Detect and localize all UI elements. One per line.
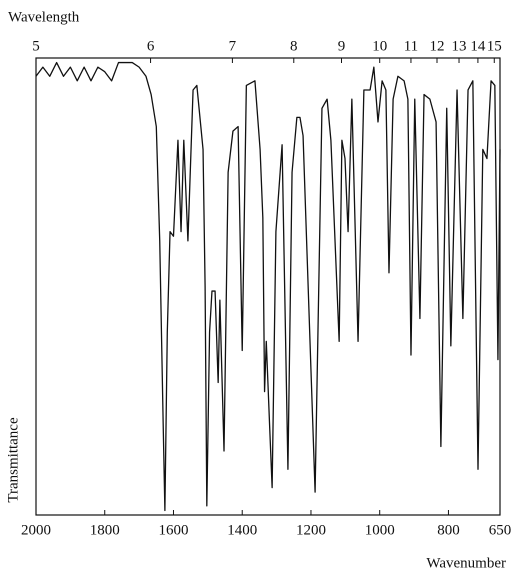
plot-frame xyxy=(35,57,501,516)
x-tick-label: 1400 xyxy=(227,522,257,538)
x-tick-label: 650 xyxy=(489,522,512,538)
x-tick-label: 2000 xyxy=(21,522,51,538)
x2-axis-label: Wavelength xyxy=(8,9,80,25)
x-tick-label: 800 xyxy=(437,522,460,538)
x2-tick-label: 5 xyxy=(32,38,40,54)
x2-tick-label: 9 xyxy=(338,38,346,54)
y-axis-label: Transmittance xyxy=(5,417,21,503)
x-tick-label: 1000 xyxy=(365,522,395,538)
x2-tick-label: 6 xyxy=(147,38,155,54)
x2-tick-label: 7 xyxy=(229,38,237,54)
x2-tick-label: 15 xyxy=(487,38,502,54)
x2-tick-label: 8 xyxy=(290,38,298,54)
x2-tick-label: 13 xyxy=(452,38,467,54)
x2-tick-label: 11 xyxy=(404,38,418,54)
x2-tick-label: 12 xyxy=(429,38,444,54)
x2-tick-label: 10 xyxy=(372,38,387,54)
x2-tick-label: 14 xyxy=(470,38,486,54)
x-tick-label: 1200 xyxy=(296,522,326,538)
spectrum-line xyxy=(35,61,501,512)
x-tick-label: 1800 xyxy=(90,522,120,538)
x-tick-label: 1600 xyxy=(158,522,188,538)
x-axis-label: Wavenumber xyxy=(426,555,506,571)
